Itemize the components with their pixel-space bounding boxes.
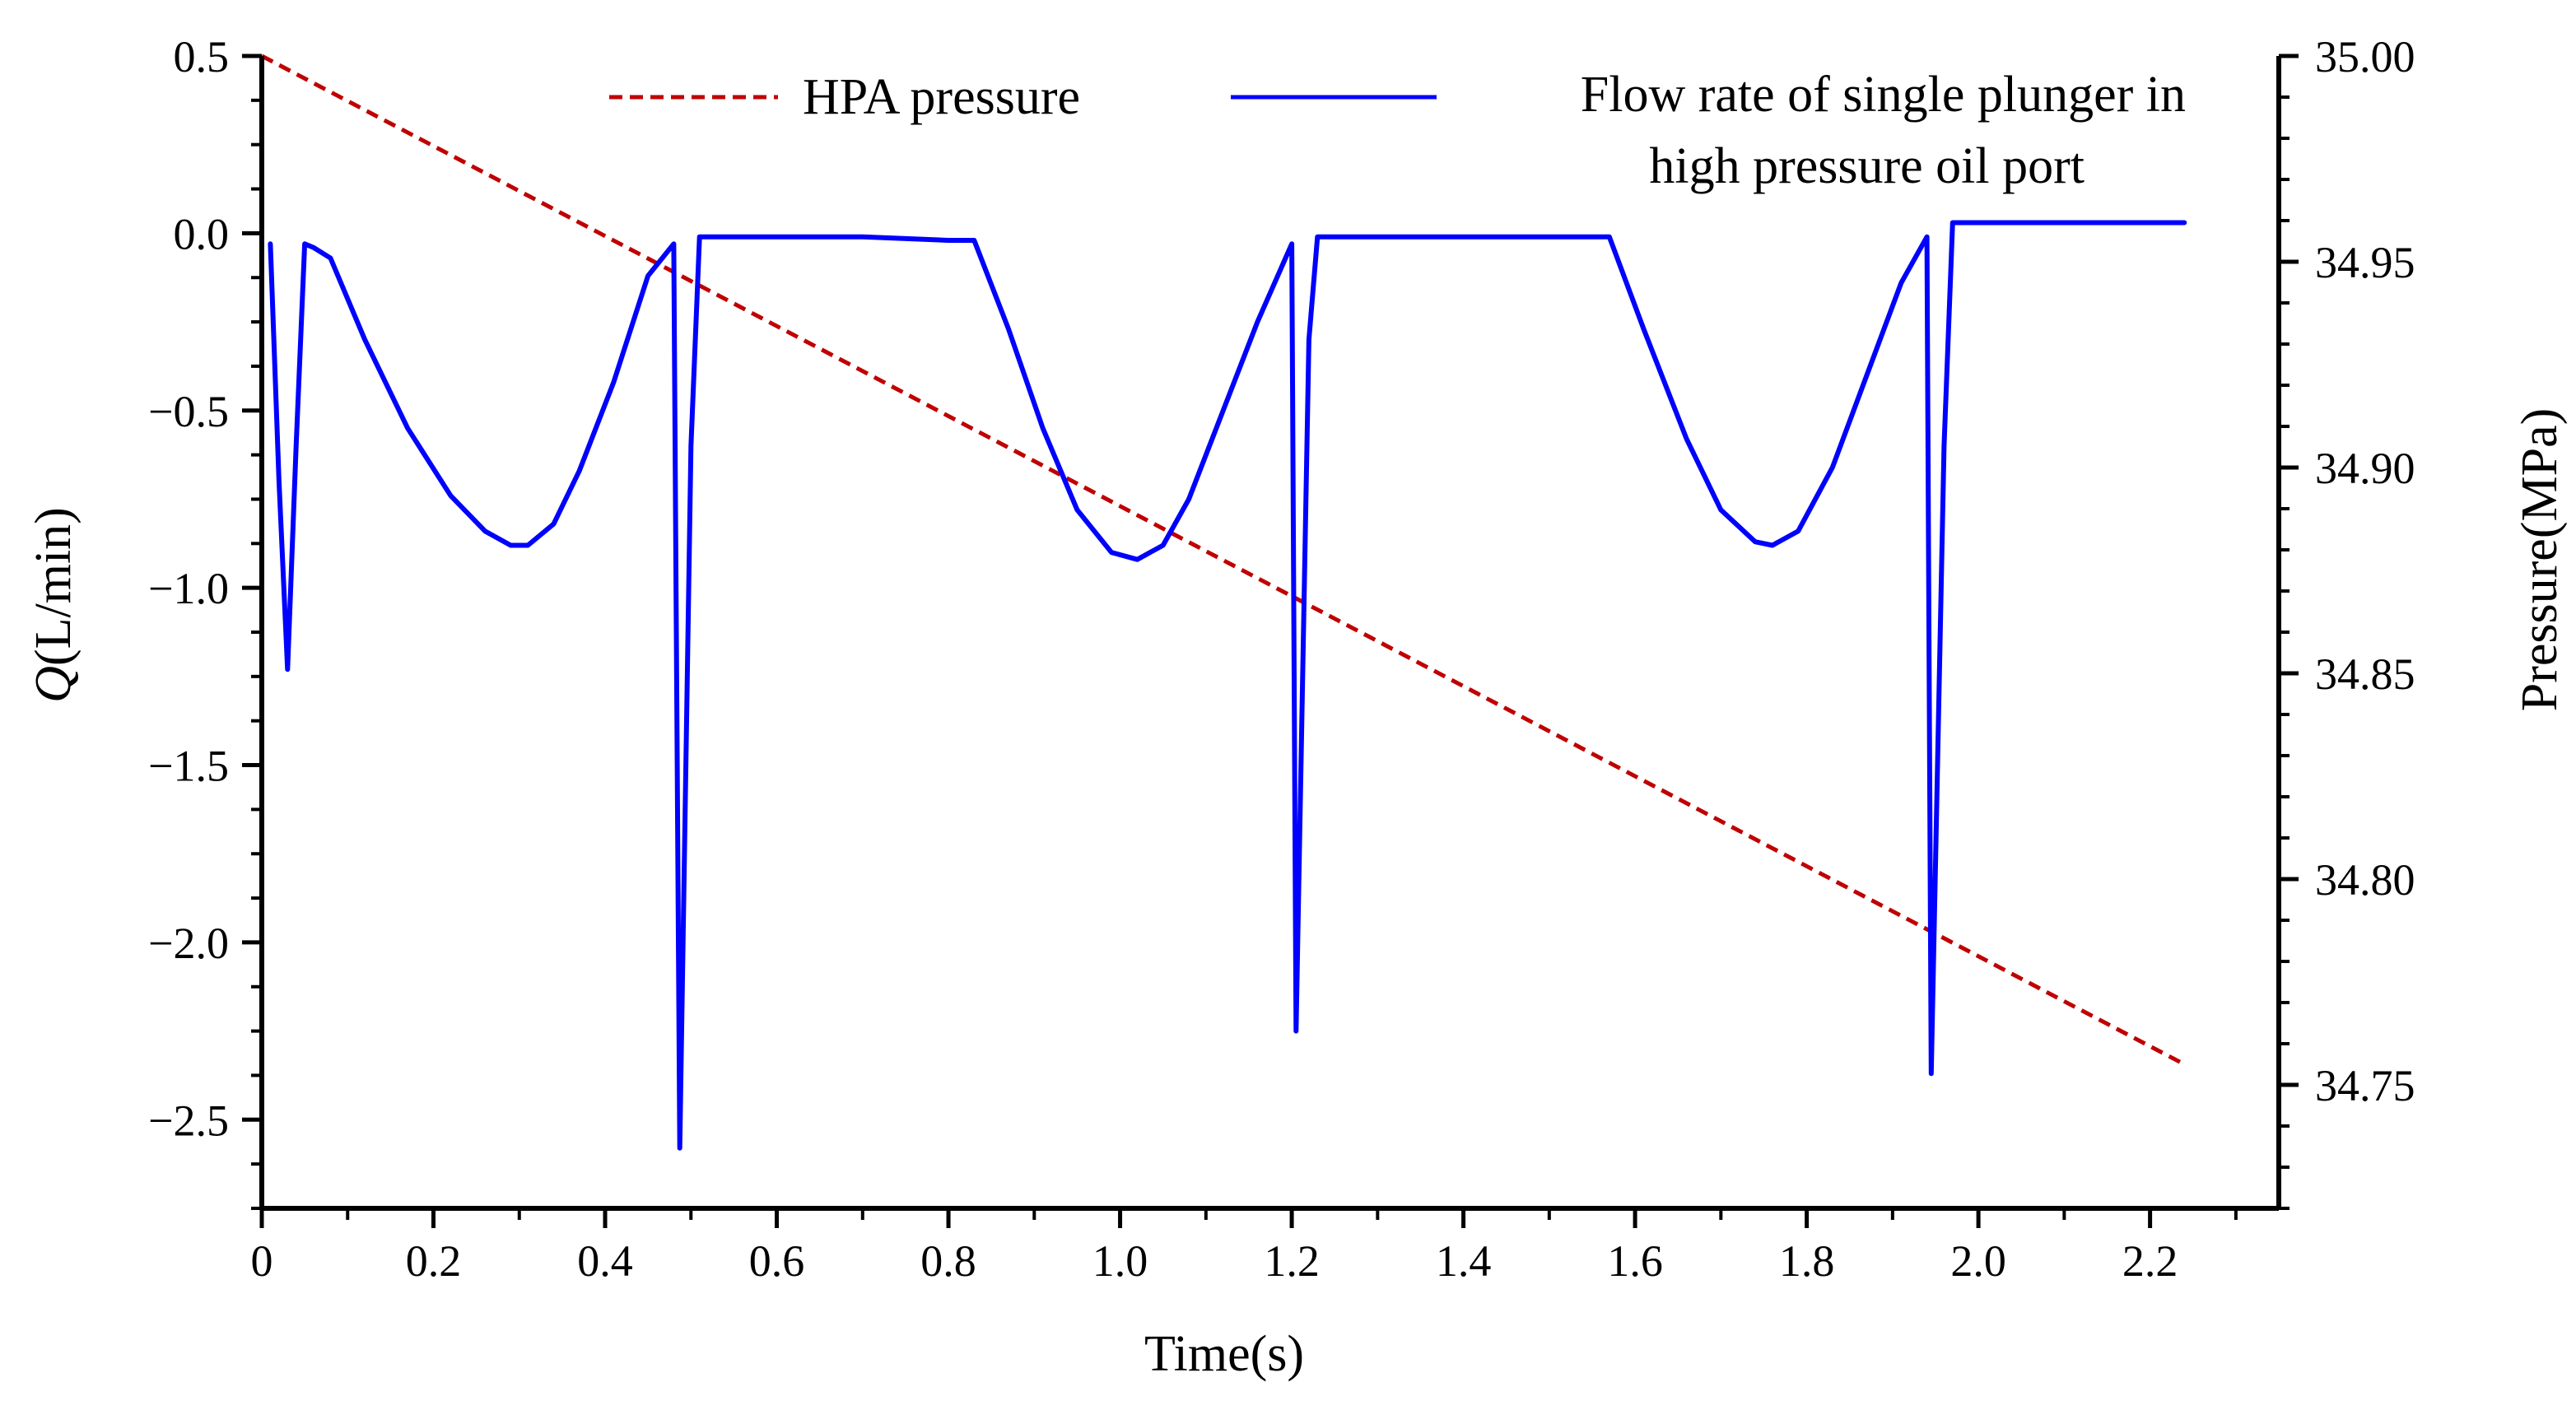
x-tick-label: 0.6 (749, 1236, 805, 1286)
axes-layer: 0 0.2 0.4 0.6 0.8 1.0 1.2 1.4 1.6 1.8 2.0 2.2 0.5 0.0… (148, 32, 2415, 1286)
y-axis-left-title-unit: (L/min) (26, 507, 82, 666)
x-tick-label: 1.6 (1607, 1236, 1663, 1286)
x-tick-label: 1.0 (1092, 1236, 1148, 1286)
x-tick-label: 0 (251, 1236, 273, 1286)
x-tick-label: 0.8 (920, 1236, 976, 1286)
y-right-tick-label: 34.90 (2315, 444, 2415, 493)
y-axis-left-title: Q(L/min) (26, 507, 82, 703)
y-left-tick-label: −2.5 (148, 1096, 229, 1145)
x-tick-label: 2.0 (1950, 1236, 2006, 1286)
y-left-tick-label: −2.0 (148, 919, 229, 968)
legend-label-flow-line2: high pressure oil port (1649, 138, 2085, 194)
legend-label-flow-line1: Flow rate of single plunger in (1581, 67, 2186, 123)
y-right-tick-label: 34.75 (2315, 1061, 2415, 1110)
y-left-tick-label: 0.0 (174, 209, 230, 258)
x-tick-label: 1.2 (1264, 1236, 1320, 1286)
y-right-tick-label: 34.80 (2315, 855, 2415, 905)
x-tick-label: 2.2 (2122, 1236, 2178, 1286)
y-left-tick-label: −1.0 (148, 564, 229, 613)
y-right-tick-label: 34.95 (2315, 238, 2415, 287)
y-left-tick-label: −1.5 (148, 742, 229, 791)
series-line-flow (268, 220, 2187, 1151)
y-axis-right-title: Pressure(MPa) (2512, 408, 2568, 712)
legend-label-pressure: HPA pressure (803, 69, 1080, 125)
y-left-tick-label: 0.5 (174, 32, 230, 81)
y-left-tick-label: −0.5 (148, 387, 229, 436)
x-axis-title: Time(s) (1144, 1326, 1304, 1382)
legend: HPA pressure Flow rate of single plunger… (609, 67, 2186, 194)
series-line-pressure (260, 54, 2186, 1067)
x-tick-label: 1.4 (1436, 1236, 1492, 1286)
y-right-tick-label: 35.00 (2315, 32, 2415, 81)
y-right-tick-label: 34.85 (2315, 649, 2415, 699)
x-tick-label: 0.2 (406, 1236, 462, 1286)
x-tick-label: 0.4 (577, 1236, 633, 1286)
y-axis-left-title-symbol: Q (26, 666, 82, 703)
series-layer (260, 54, 2187, 1151)
x-tick-label: 1.8 (1779, 1236, 1835, 1286)
